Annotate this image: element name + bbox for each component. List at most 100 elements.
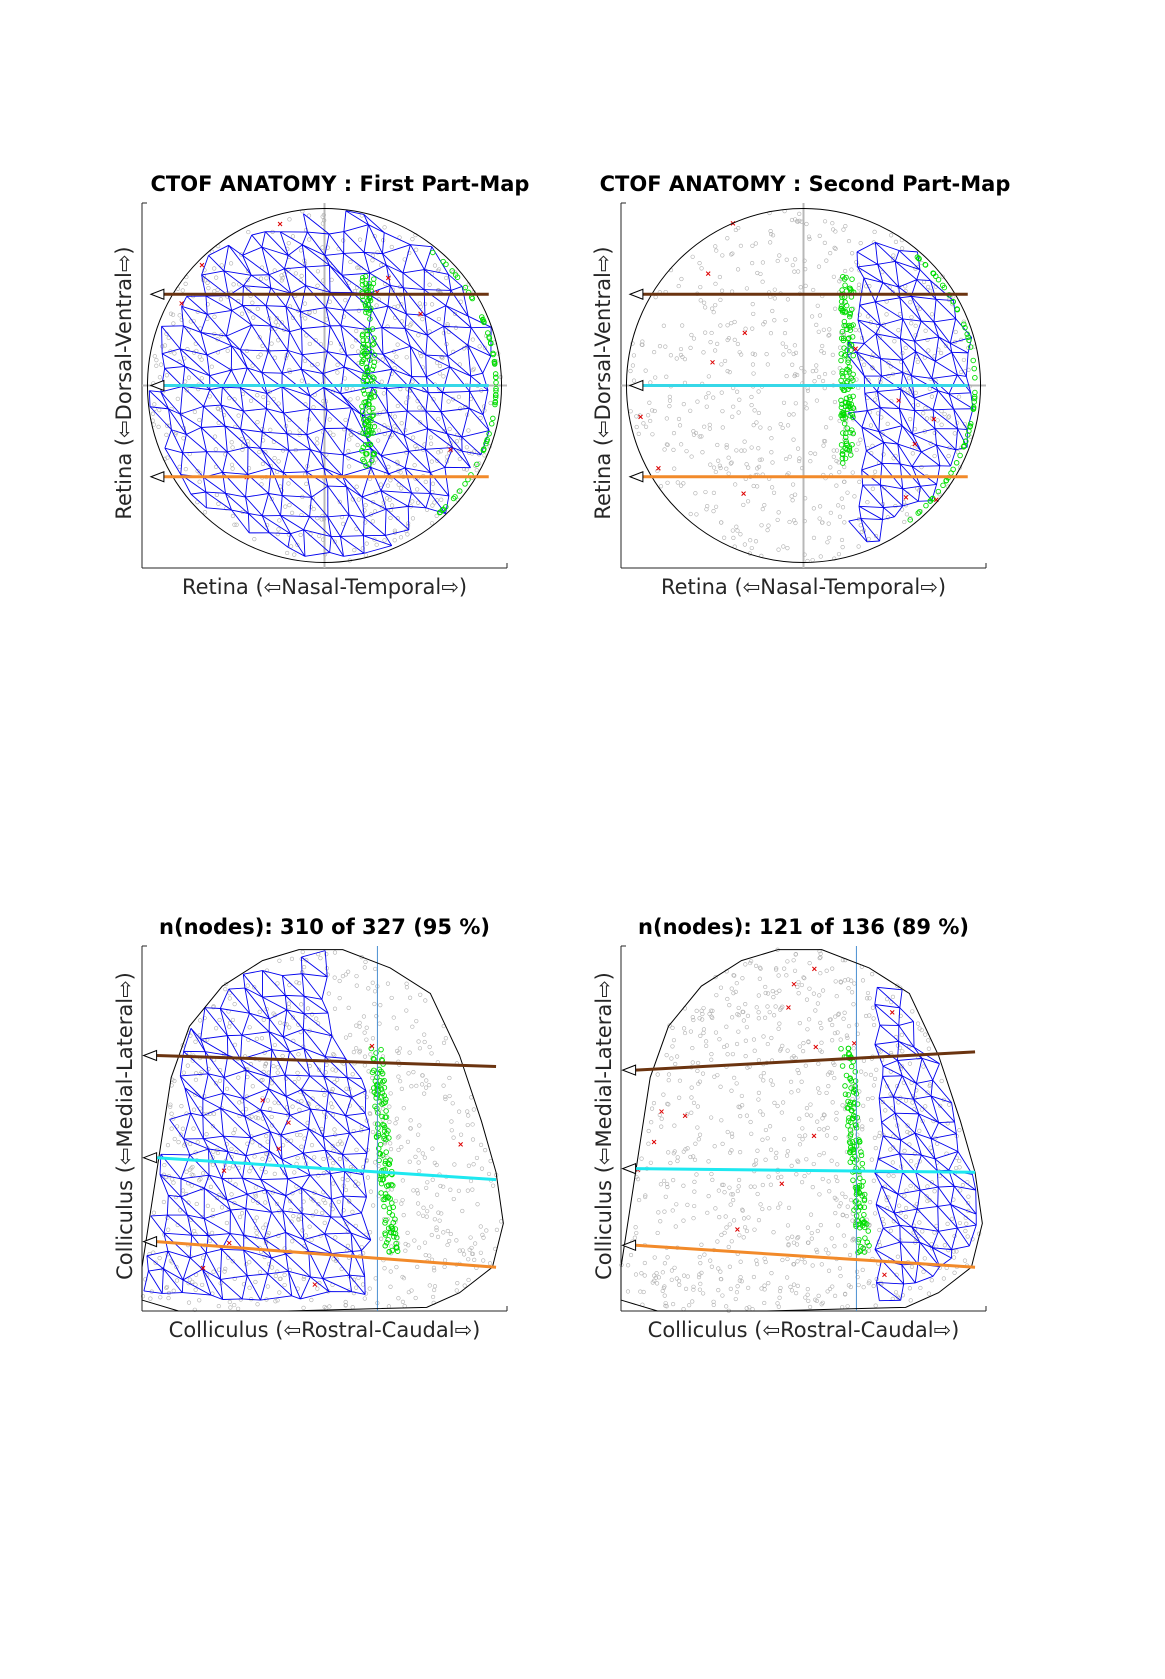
mesh-edge	[425, 354, 450, 368]
mesh-edge	[911, 375, 939, 392]
data-point	[898, 1013, 903, 1018]
data-point	[795, 372, 800, 378]
mesh-edge	[303, 1233, 325, 1240]
frontier-point	[839, 460, 846, 466]
data-point	[822, 1113, 827, 1118]
frontier-point	[846, 364, 853, 370]
data-point	[685, 1274, 690, 1279]
mesh-edge	[342, 1171, 345, 1197]
mesh-edge	[382, 253, 404, 274]
data-point	[932, 430, 937, 436]
data-point	[280, 276, 285, 281]
data-point	[642, 1260, 647, 1266]
data-point	[640, 339, 645, 344]
data-point	[710, 1008, 715, 1013]
mesh-edge	[913, 397, 934, 411]
mesh-edge	[386, 386, 409, 390]
data-point	[472, 1257, 477, 1263]
data-point	[311, 405, 316, 410]
data-point	[953, 339, 958, 345]
data-point	[404, 450, 409, 455]
mesh-edge	[880, 358, 882, 377]
data-point	[821, 1151, 826, 1156]
data-point	[255, 306, 260, 311]
data-point	[658, 484, 664, 489]
data-point	[881, 1133, 886, 1138]
data-point	[416, 1148, 421, 1153]
data-point	[858, 437, 863, 442]
data-point	[336, 1199, 341, 1204]
data-point	[893, 239, 899, 245]
data-point	[210, 1124, 216, 1129]
data-point	[949, 1216, 955, 1221]
data-point	[778, 1285, 783, 1291]
mesh-edge	[385, 265, 391, 286]
mesh-edge	[182, 434, 187, 453]
data-point	[703, 305, 708, 310]
data-point	[824, 1090, 829, 1096]
data-point	[903, 1098, 909, 1103]
data-point	[315, 269, 321, 274]
data-point	[218, 297, 224, 302]
data-point	[810, 557, 815, 563]
data-point	[951, 1255, 957, 1260]
data-point	[807, 236, 812, 242]
mesh-edge	[363, 517, 365, 536]
mesh-edge	[857, 266, 884, 283]
data-point	[372, 1121, 377, 1126]
data-point	[804, 1157, 809, 1162]
mesh-edge	[427, 334, 449, 357]
data-point	[378, 482, 383, 487]
data-point	[657, 344, 663, 349]
data-point	[441, 331, 446, 336]
mesh-edge	[363, 545, 392, 554]
mesh-edge	[231, 367, 248, 371]
mesh-edge	[446, 433, 463, 452]
data-point	[405, 523, 411, 528]
mesh-edge	[200, 1007, 206, 1040]
data-point	[291, 1214, 296, 1219]
mesh-edge	[202, 1115, 204, 1139]
data-point	[725, 1129, 730, 1135]
data-point	[885, 421, 890, 426]
data-point	[193, 1287, 198, 1292]
data-point	[205, 302, 210, 307]
data-point	[376, 428, 382, 433]
data-point	[394, 1265, 399, 1270]
mesh-edge	[430, 492, 449, 497]
data-point	[198, 1176, 203, 1181]
data-point	[275, 1298, 280, 1303]
data-point	[899, 1032, 904, 1037]
data-point	[844, 1214, 849, 1219]
data-point	[396, 482, 401, 487]
frontier-point	[848, 347, 854, 353]
data-point	[791, 412, 796, 417]
data-point	[272, 355, 278, 360]
data-point	[778, 1201, 783, 1206]
mesh-edge	[424, 269, 452, 291]
data-point	[780, 341, 785, 346]
mesh-edge	[391, 430, 410, 452]
data-point	[897, 311, 903, 317]
mesh-edge	[385, 388, 389, 413]
data-point	[810, 1184, 815, 1190]
mesh-edge	[202, 451, 208, 478]
mesh-edge	[163, 1215, 168, 1234]
data-point	[785, 297, 791, 302]
data-point	[299, 313, 304, 318]
data-point	[415, 487, 420, 492]
data-point	[822, 439, 828, 444]
data-point	[760, 1112, 766, 1117]
data-point	[728, 1202, 733, 1207]
data-point	[374, 1014, 379, 1019]
mesh-edge	[179, 348, 186, 367]
data-point	[382, 1266, 387, 1271]
mesh-edge	[242, 1177, 261, 1180]
mesh-edge	[180, 1187, 205, 1198]
mesh-edge	[271, 1210, 283, 1213]
data-point	[777, 253, 782, 258]
data-point	[409, 321, 414, 326]
data-point	[902, 1148, 907, 1153]
data-point	[758, 1074, 763, 1079]
mesh-edge	[279, 231, 289, 256]
